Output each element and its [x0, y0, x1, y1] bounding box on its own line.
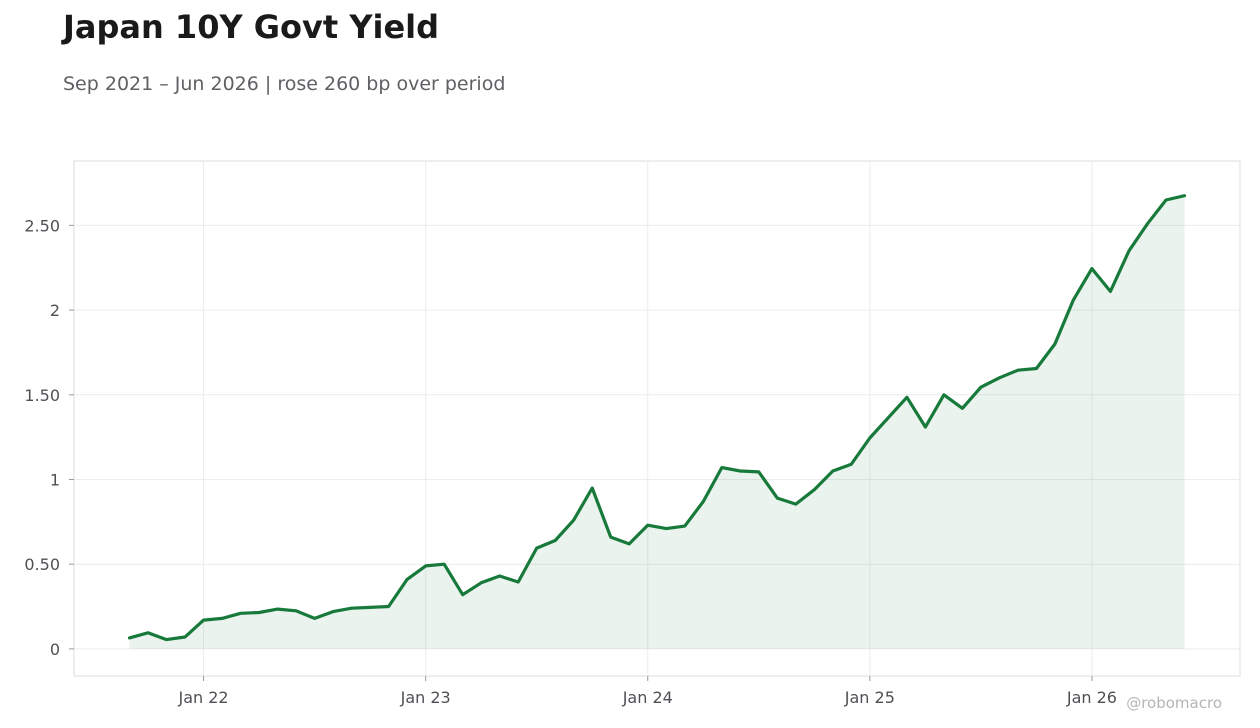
- chart-title: Japan 10Y Govt Yield: [63, 8, 440, 46]
- y-tick-label: 1: [50, 470, 60, 489]
- y-tick-label: 2: [50, 301, 60, 320]
- x-tick-label: Jan 22: [178, 688, 229, 707]
- data-point: [1016, 368, 1020, 372]
- data-point: [868, 436, 872, 440]
- data-point: [720, 466, 724, 470]
- data-point: [1182, 194, 1186, 198]
- data-point: [350, 606, 354, 610]
- x-tick-label: Jan 26: [1066, 688, 1117, 707]
- data-point: [498, 574, 502, 578]
- data-point: [294, 609, 298, 613]
- data-point: [1145, 222, 1149, 226]
- area-fill: [129, 195, 1185, 649]
- data-point: [775, 496, 779, 500]
- data-point: [368, 605, 372, 609]
- data-point: [794, 502, 798, 506]
- data-point: [590, 486, 594, 490]
- data-point: [331, 610, 335, 614]
- data-point: [812, 488, 816, 492]
- data-point: [646, 523, 650, 527]
- plot-frame: [73, 160, 1241, 677]
- data-point: [849, 462, 853, 466]
- y-tick-label: 0: [50, 640, 60, 659]
- chart-subtitle: Sep 2021 – Jun 2026 | rose 260 bp over p…: [63, 73, 506, 95]
- data-point: [572, 518, 576, 522]
- data-point: [609, 535, 613, 539]
- data-point: [146, 631, 150, 635]
- data-point: [960, 406, 964, 410]
- data-point: [1164, 198, 1168, 202]
- y-axis-ticks: 0 0.50 1 1.50 2 2.50: [24, 216, 74, 659]
- x-tick-label: Jan 23: [400, 688, 451, 707]
- data-point: [276, 607, 280, 611]
- data-point: [831, 469, 835, 473]
- data-point: [627, 542, 631, 546]
- data-point: [1090, 267, 1094, 271]
- data-point: [683, 524, 687, 528]
- data-point: [905, 395, 909, 399]
- x-tick-label: Jan 24: [622, 688, 673, 707]
- data-point: [738, 469, 742, 473]
- data-point: [405, 577, 409, 581]
- data-point: [387, 605, 391, 609]
- data-point: [257, 610, 261, 614]
- data-point: [516, 580, 520, 584]
- data-point: [1108, 289, 1112, 293]
- data-point: [424, 564, 428, 568]
- x-axis-ticks: Jan 22 Jan 23 Jan 24 Jan 25 Jan 26: [178, 676, 1117, 707]
- data-point: [1034, 367, 1038, 371]
- data-point: [442, 562, 446, 566]
- data-point: [239, 611, 243, 615]
- data-point: [701, 500, 705, 504]
- data-point: [313, 616, 317, 620]
- data-point: [479, 581, 483, 585]
- data-point: [757, 470, 761, 474]
- data-point: [128, 636, 132, 640]
- data-point: [220, 616, 224, 620]
- y-tick-label: 1.50: [24, 386, 60, 405]
- grid-lines: [74, 161, 1240, 676]
- data-point: [165, 638, 169, 642]
- data-point: [886, 416, 890, 420]
- data-point: [535, 546, 539, 550]
- watermark: @robomacro: [1126, 694, 1222, 712]
- data-point: [923, 425, 927, 429]
- data-point: [1071, 298, 1075, 302]
- data-point: [202, 618, 206, 622]
- data-point: [1053, 342, 1057, 346]
- data-point: [997, 376, 1001, 380]
- data-point: [1127, 249, 1131, 253]
- x-tick-label: Jan 25: [844, 688, 895, 707]
- data-point: [553, 538, 557, 542]
- data-point: [979, 385, 983, 389]
- y-tick-label: 2.50: [24, 216, 60, 235]
- data-point: [664, 527, 668, 531]
- series-line: [127, 194, 1187, 642]
- data-point: [461, 593, 465, 597]
- data-point: [942, 393, 946, 397]
- data-point: [183, 635, 187, 639]
- y-tick-label: 0.50: [24, 555, 60, 574]
